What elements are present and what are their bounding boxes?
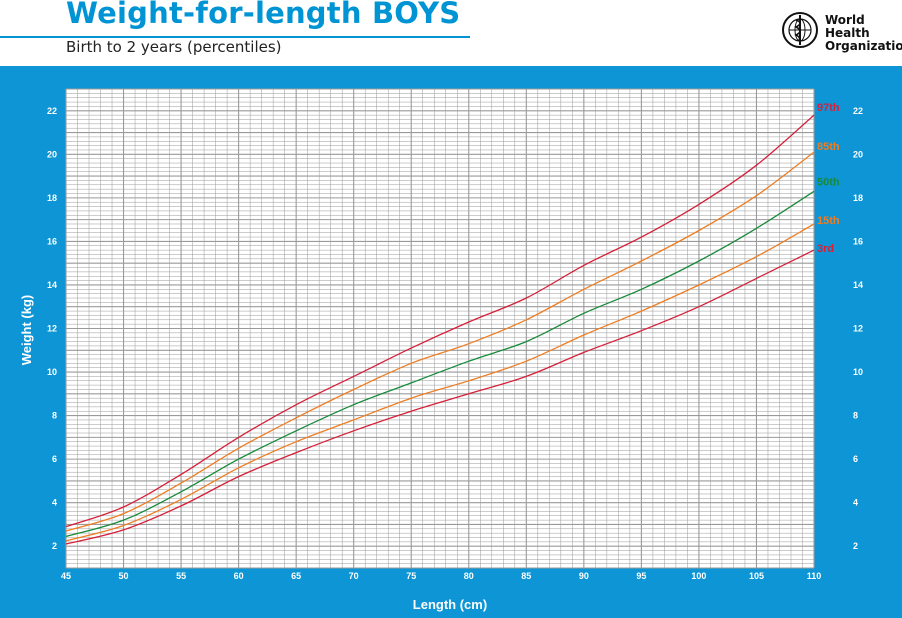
y-tick-label-left: 18 xyxy=(47,193,57,203)
org-name: World Health Organization xyxy=(825,14,902,53)
x-tick-label: 110 xyxy=(807,571,822,581)
x-tick-label: 50 xyxy=(119,571,129,581)
y-tick-label-left: 10 xyxy=(47,367,57,377)
y-tick-label-right: 16 xyxy=(853,236,863,246)
y-tick-label-right: 20 xyxy=(853,149,863,159)
x-tick-label: 100 xyxy=(691,571,706,581)
y-tick-label-left: 6 xyxy=(52,454,57,464)
y-tick-label-left: 4 xyxy=(52,498,57,508)
grid-lines xyxy=(65,88,815,569)
who-emblem-icon xyxy=(782,12,818,48)
x-tick-label: 70 xyxy=(349,571,359,581)
y-tick-label-left: 8 xyxy=(52,411,57,421)
y-tick-label-right: 22 xyxy=(853,106,863,116)
y-tick-label-left: 22 xyxy=(47,106,57,116)
y-tick-label-right: 12 xyxy=(853,324,863,334)
percentile-line-85th xyxy=(65,151,815,532)
percentile-line-15th xyxy=(65,223,815,542)
percentile-label-97th: 97th xyxy=(817,102,840,114)
chart-subtitle: Birth to 2 years (percentiles) xyxy=(66,38,282,56)
x-tick-label: 65 xyxy=(291,571,301,581)
y-tick-label-right: 18 xyxy=(853,193,863,203)
percentile-line-50th xyxy=(65,190,815,538)
org-name-line1: World Health xyxy=(825,13,870,40)
percentile-line-3rd xyxy=(65,249,815,545)
y-tick-label-right: 10 xyxy=(853,367,863,377)
x-tick-label: 85 xyxy=(521,571,531,581)
percentile-line-97th xyxy=(65,114,815,528)
y-tick-label-right: 6 xyxy=(853,454,858,464)
percentile-label-15th: 15th xyxy=(817,215,840,227)
x-tick-label: 75 xyxy=(406,571,416,581)
y-tick-label-right: 8 xyxy=(853,411,858,421)
x-tick-label: 60 xyxy=(234,571,244,581)
x-axis-label: Length (cm) xyxy=(413,597,487,612)
y-tick-label-left: 16 xyxy=(47,236,57,246)
percentile-curves xyxy=(65,114,815,545)
x-tick-label: 55 xyxy=(176,571,186,581)
percentile-label-85th: 85th xyxy=(817,141,840,153)
percentile-labels: 97th 85th 50th 15th 3rd xyxy=(817,102,840,255)
x-tick-label: 45 xyxy=(61,571,71,581)
org-name-line2: Organization xyxy=(825,39,902,53)
y-tick-label-right: 14 xyxy=(853,280,863,290)
title-underline xyxy=(0,36,470,38)
percentile-label-3rd: 3rd xyxy=(817,243,834,255)
y-tick-label-left: 2 xyxy=(52,541,57,551)
y-tick-label-right: 2 xyxy=(853,541,858,551)
x-tick-label: 90 xyxy=(579,571,589,581)
x-tick-label: 80 xyxy=(464,571,474,581)
y-tick-label-right: 4 xyxy=(853,498,858,508)
percentile-label-50th: 50th xyxy=(817,176,840,188)
y-axis-label: Weight (kg) xyxy=(19,295,34,366)
x-tick-label: 95 xyxy=(636,571,646,581)
chart-title: Weight-for-length BOYS xyxy=(66,0,461,30)
y-tick-label-left: 14 xyxy=(47,280,57,290)
y-tick-label-left: 12 xyxy=(47,324,57,334)
y-tick-label-left: 20 xyxy=(47,149,57,159)
x-axis-ticks: 45 50 55 60 65 70 75 80 85 90 95 100 105 110 xyxy=(61,571,821,581)
x-tick-label: 105 xyxy=(749,571,764,581)
